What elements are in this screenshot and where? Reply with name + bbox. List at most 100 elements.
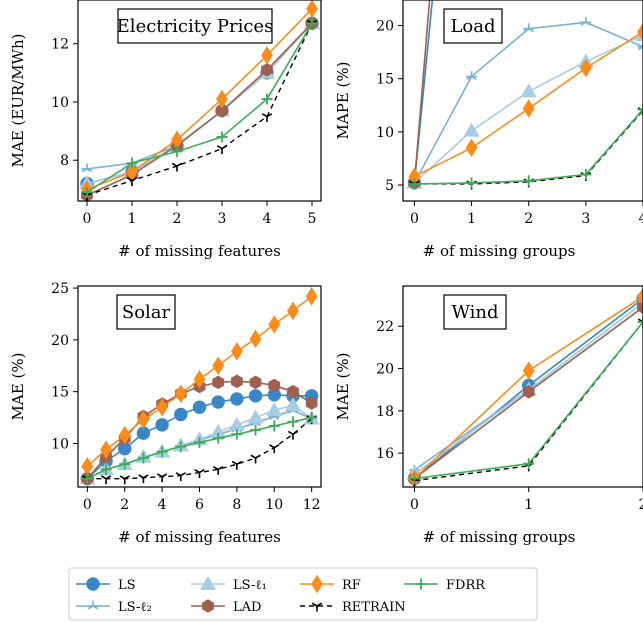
y-tick-label: 20 <box>376 362 394 378</box>
legend-item-ls-l2: LS-ℓ₂ <box>76 600 152 615</box>
x-tick-label: 4 <box>158 497 167 513</box>
legend-label: RETRAIN <box>342 600 406 615</box>
data-point-fdrr <box>268 420 280 432</box>
legend-item-ls-l1: LS-ℓ₁ <box>191 575 267 593</box>
y-tick-label: 12 <box>51 37 69 53</box>
data-point-ls-l2 <box>466 71 478 81</box>
legend-item-fdrr: FDRR <box>404 578 486 593</box>
data-point-lad <box>522 385 535 399</box>
x-axis-label: # of missing groups <box>423 242 576 260</box>
series-line-fdrr <box>86 22 313 193</box>
series-group <box>79 0 320 201</box>
panel-title: Solar <box>122 302 171 323</box>
series-group <box>406 0 643 190</box>
legend-item-rf: RF <box>300 574 361 594</box>
legend-marker <box>86 577 100 591</box>
y-axis-label: MAE (EUR/MWh) <box>9 34 27 168</box>
panel-solar: 0 2 4 6 8 10 12 10 15 20 25 Solar # of missing featu… <box>9 281 322 546</box>
data-point-rf <box>137 410 150 429</box>
x-tick-label: 4 <box>263 211 272 227</box>
data-point-retrain <box>126 177 138 187</box>
panel-title-box <box>443 294 507 330</box>
series-line-ls <box>86 22 313 185</box>
legend-item-ls: LS <box>76 577 136 593</box>
data-point-ls <box>230 392 244 406</box>
series-group <box>406 287 643 487</box>
legend-marker <box>200 575 216 590</box>
data-point-fdrr <box>306 17 318 29</box>
x-tick-label: 8 <box>232 497 241 513</box>
data-point-fdrr <box>171 145 183 157</box>
data-point-rf <box>305 287 318 306</box>
x-tick-label: 2 <box>639 497 643 513</box>
panel-title: Electricity Prices <box>117 16 274 37</box>
data-point-fdrr <box>250 424 262 436</box>
y-tick-label: 22 <box>376 319 394 335</box>
data-point-retrain <box>213 465 224 475</box>
y-tick-label: 5 <box>385 178 394 194</box>
data-point-ls-l1 <box>247 409 264 424</box>
data-point-rf <box>579 58 592 78</box>
data-point-lad <box>216 103 228 118</box>
data-point-ls <box>211 395 225 409</box>
legend-marker <box>311 602 323 612</box>
legend-label: RF <box>342 578 361 593</box>
data-point-retrain <box>100 475 112 485</box>
data-point-rf <box>287 301 299 321</box>
data-point-retrain <box>194 469 205 478</box>
x-tick-label: 12 <box>303 497 321 513</box>
data-point-rf <box>193 369 206 389</box>
panel-title-box <box>117 8 273 44</box>
legend-frame <box>68 567 538 621</box>
data-point-retrain <box>269 444 280 454</box>
y-tick-label: 15 <box>51 385 69 401</box>
data-point-fdrr <box>156 446 168 458</box>
data-point-fdrr <box>81 186 93 198</box>
data-point-fdrr <box>194 436 205 448</box>
y-axis-label: MAE (%) <box>334 353 352 421</box>
data-point-retrain <box>216 145 228 155</box>
x-tick-label: 3 <box>218 211 227 227</box>
x-tick-label: 1 <box>467 211 476 227</box>
panel-title: Wind <box>451 302 498 323</box>
data-point-rf <box>261 46 273 65</box>
legend-marker <box>311 574 323 594</box>
panel-title-box <box>116 294 176 330</box>
data-point-rf <box>306 0 318 19</box>
data-point-rf <box>522 99 535 118</box>
x-tick-label: 2 <box>120 497 129 513</box>
data-point-rf <box>522 361 535 380</box>
data-point-retrain <box>171 162 183 172</box>
data-point-fdrr <box>261 93 273 105</box>
x-tick-label: 0 <box>410 211 419 227</box>
data-point-ls-l2 <box>637 41 643 51</box>
series-line-retrain <box>414 321 643 482</box>
panel-title-box <box>443 8 503 44</box>
y-tick-label: 16 <box>376 446 394 462</box>
y-tick-label: 18 <box>376 404 394 420</box>
series-line-ls-l1 <box>86 22 313 185</box>
x-tick-label: 6 <box>195 497 204 513</box>
data-point-lad <box>249 375 262 390</box>
data-point-rf <box>100 440 112 460</box>
x-axis-label: # of missing features <box>118 242 281 260</box>
data-point-lad <box>268 378 281 393</box>
x-tick-label: 0 <box>410 497 419 513</box>
y-axis-label: MAPE (%) <box>334 62 352 140</box>
data-point-fdrr <box>408 473 420 485</box>
data-point-lad <box>637 300 643 314</box>
y-tick-label: 20 <box>376 19 394 35</box>
legend-label: LS-ℓ₁ <box>233 578 267 593</box>
data-point-lad <box>261 63 273 77</box>
x-tick-label: 1 <box>524 497 533 513</box>
y-tick-label: 25 <box>51 281 69 297</box>
data-point-fdrr <box>287 416 299 428</box>
data-point-fdrr <box>523 175 535 187</box>
axes-frame <box>402 285 643 488</box>
legend: LS LS-ℓ₂ LS-ℓ₁ LAD RF RETRAIN FDRR <box>68 567 538 621</box>
data-point-fdrr <box>100 463 112 475</box>
data-point-retrain <box>138 474 149 484</box>
x-axis-label: # of missing groups <box>423 528 576 546</box>
data-point-ls <box>192 400 207 414</box>
data-point-fdrr <box>466 177 478 189</box>
